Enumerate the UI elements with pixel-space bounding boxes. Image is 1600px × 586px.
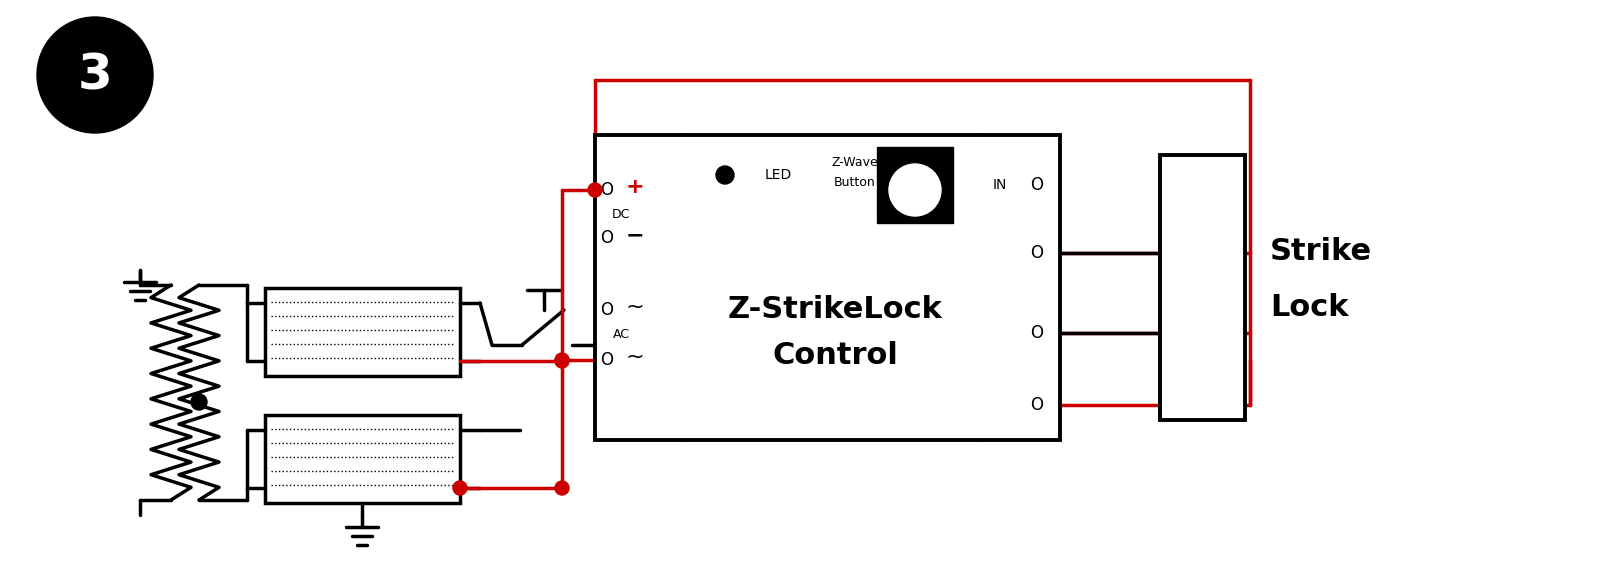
Circle shape (717, 166, 734, 184)
Text: Button: Button (834, 176, 875, 189)
Text: LED: LED (765, 168, 792, 182)
Bar (877, 147, 954, 223)
Text: Z-StrikeLock: Z-StrikeLock (728, 295, 942, 325)
Bar (266, 415, 461, 503)
Text: O: O (600, 181, 613, 199)
Text: IN: IN (994, 178, 1008, 192)
Circle shape (37, 17, 154, 133)
Text: Z-Wave: Z-Wave (832, 156, 878, 169)
Text: O: O (600, 301, 613, 319)
Text: Lock: Lock (1270, 292, 1349, 322)
Text: DC: DC (611, 209, 630, 222)
Text: ~: ~ (626, 297, 645, 317)
Circle shape (890, 164, 941, 216)
Bar (595, 135, 1059, 440)
Text: O: O (1030, 176, 1043, 194)
Text: O: O (1030, 396, 1043, 414)
Circle shape (555, 354, 570, 368)
Circle shape (589, 183, 602, 197)
Text: Control: Control (773, 340, 898, 370)
Bar (1160, 155, 1245, 420)
Text: O: O (1030, 244, 1043, 262)
Text: −: − (626, 225, 645, 245)
Text: AC: AC (613, 329, 629, 342)
Bar (266, 288, 461, 376)
Text: +: + (626, 177, 645, 197)
Text: ~: ~ (626, 347, 645, 367)
Text: Strike: Strike (1270, 237, 1373, 267)
Circle shape (555, 481, 570, 495)
Circle shape (555, 353, 570, 367)
Text: O: O (1030, 324, 1043, 342)
Text: O: O (600, 351, 613, 369)
Circle shape (190, 394, 206, 410)
Circle shape (453, 481, 467, 495)
Text: 3: 3 (78, 51, 112, 99)
Text: O: O (600, 229, 613, 247)
